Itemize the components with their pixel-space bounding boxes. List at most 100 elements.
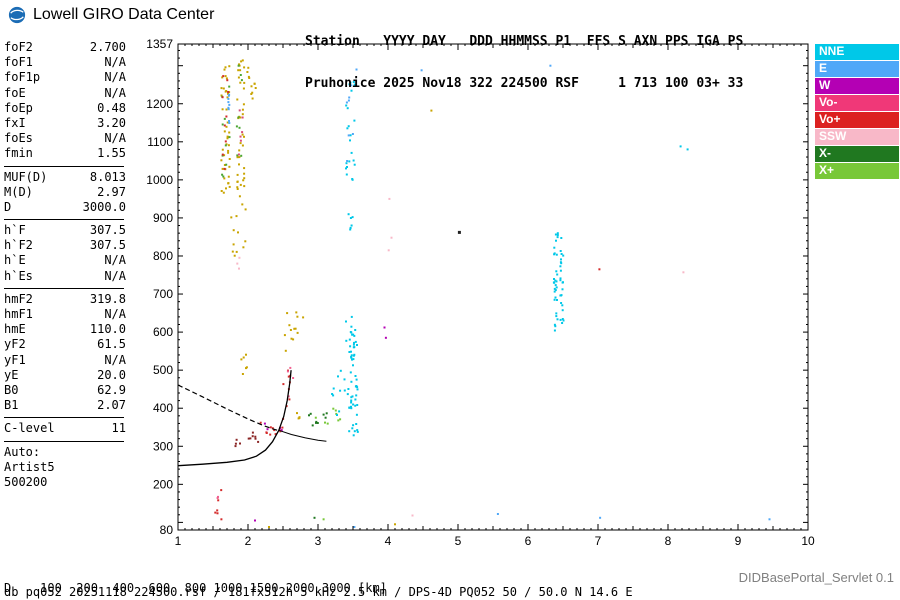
- echo-point: [220, 159, 223, 162]
- echo-point: [226, 96, 229, 99]
- echo-point: [554, 284, 557, 287]
- logo-text: Lowell GIRO Data Center: [33, 6, 215, 23]
- echo-point: [241, 131, 244, 134]
- parameter-value: 307.5: [89, 223, 126, 238]
- echo-point: [679, 145, 682, 148]
- echo-point: [354, 385, 357, 388]
- echo-point: [237, 76, 240, 79]
- echo-point: [225, 108, 228, 111]
- echo-point: [238, 156, 241, 159]
- echo-point: [227, 92, 229, 95]
- axis-tick-label: 10: [801, 534, 815, 548]
- parameter-row: foEs N/A: [4, 131, 126, 146]
- echo-point: [238, 126, 241, 129]
- echo-point: [236, 262, 239, 265]
- echo-point: [234, 442, 237, 445]
- echo-point: [238, 63, 240, 66]
- echo-point: [343, 378, 346, 381]
- axis-tick-label: 9: [735, 534, 742, 548]
- echo-point: [254, 435, 257, 438]
- echo-point: [352, 403, 355, 406]
- echo-point: [332, 407, 335, 410]
- echo-point: [244, 208, 247, 211]
- echo-point: [226, 121, 229, 124]
- echo-point: [350, 355, 353, 358]
- echo-point: [411, 514, 414, 517]
- echo-point: [345, 104, 348, 107]
- echo-point: [222, 87, 225, 90]
- parameter-value: 3.20: [97, 115, 126, 130]
- echo-point: [280, 429, 283, 432]
- echo-point: [350, 380, 353, 383]
- parameter-label: fmin: [4, 146, 33, 161]
- echo-point: [457, 230, 461, 234]
- axis-tick-label: 6: [525, 534, 532, 548]
- echo-point: [214, 511, 217, 514]
- echo-point: [239, 116, 242, 119]
- echo-point: [561, 309, 564, 312]
- echo-point: [221, 76, 224, 79]
- echo-point: [224, 144, 227, 147]
- echo-point: [686, 148, 689, 151]
- echo-point: [346, 160, 349, 162]
- echo-point: [353, 334, 356, 337]
- echo-point: [553, 290, 556, 293]
- axis-tick-label: 2: [245, 534, 252, 548]
- echo-point: [220, 87, 223, 90]
- echo-point: [226, 79, 229, 82]
- echo-point: [549, 64, 552, 67]
- axis-tick-label: 500: [153, 363, 173, 377]
- lowell-logo-icon: [8, 6, 26, 24]
- parameter-value: 8.013: [89, 169, 126, 184]
- echo-point: [556, 273, 559, 276]
- echo-point: [555, 253, 558, 256]
- echo-point: [235, 250, 238, 253]
- echo-point: [346, 127, 349, 130]
- echo-point: [257, 440, 260, 443]
- muf-table: D 100 200 400 600 800 1000 1500 2000 300…: [4, 551, 387, 600]
- echo-point: [283, 334, 286, 337]
- echo-point: [560, 253, 563, 255]
- profile-curve-solid: [177, 370, 292, 467]
- echo-point: [346, 107, 349, 110]
- axis-tick-label: 400: [153, 401, 173, 415]
- parameter-label: B0: [4, 382, 19, 397]
- echo-point: [556, 234, 559, 236]
- echo-point: [225, 125, 228, 128]
- parameter-row: M(D) 2.97: [4, 185, 126, 200]
- echo-point: [225, 143, 228, 146]
- echo-point: [251, 91, 254, 94]
- echo-point: [356, 388, 359, 391]
- echo-point: [352, 364, 354, 367]
- echo-point: [247, 437, 250, 440]
- echo-point: [232, 229, 235, 232]
- parameter-row: hmE 110.0: [4, 322, 126, 337]
- echo-point: [226, 135, 229, 138]
- echo-point: [220, 489, 223, 492]
- echo-point: [236, 156, 239, 159]
- legend-item-x-plus: X+: [815, 163, 899, 179]
- echo-point: [322, 413, 325, 416]
- auto-scaler-label: Auto:: [4, 444, 41, 459]
- echo-point: [243, 135, 245, 138]
- echo-point: [559, 250, 562, 252]
- echo-point: [224, 140, 227, 143]
- parameter-value: 62.9: [97, 382, 126, 397]
- echo-point: [240, 358, 243, 361]
- echo-point: [420, 69, 423, 72]
- echo-point: [302, 316, 305, 319]
- axis-tick-label: 1200: [146, 97, 173, 111]
- echo-point: [222, 191, 225, 194]
- echo-point: [221, 96, 224, 99]
- echo-point: [238, 256, 241, 259]
- axis-tick-label: 5: [455, 534, 462, 548]
- echo-point: [239, 183, 242, 186]
- echo-point: [350, 89, 353, 92]
- parameter-value: 2.97: [97, 184, 126, 199]
- echo-point: [351, 133, 354, 135]
- echo-point: [241, 133, 244, 136]
- parameter-row: h`F2 307.5: [4, 238, 126, 253]
- echo-point: [217, 495, 219, 498]
- echo-point: [347, 134, 350, 137]
- echo-point: [222, 75, 225, 78]
